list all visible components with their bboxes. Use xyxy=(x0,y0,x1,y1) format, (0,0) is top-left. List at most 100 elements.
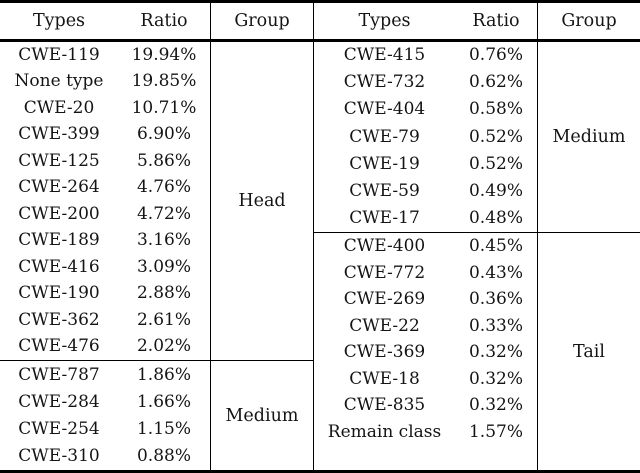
table-row: CWE-254 1.15% xyxy=(0,416,210,443)
cwe-ratio-cell: 0.62% xyxy=(468,72,523,93)
header-rule xyxy=(314,39,640,42)
table-row: CWE-404 0.58% xyxy=(314,96,537,123)
group-cell: Tail xyxy=(537,233,640,470)
cwe-ratio-cell: 0.33% xyxy=(468,315,523,336)
cwe-type-cell: CWE-18 xyxy=(349,368,420,389)
cwe-ratio-cell: 0.32% xyxy=(468,368,523,389)
table-row: None type 19.85% xyxy=(0,68,210,95)
cwe-ratio-cell: 19.85% xyxy=(131,71,197,92)
right-col-header-group: Group xyxy=(537,3,640,39)
right-col-header-types: Types xyxy=(358,11,411,31)
table-section: CWE-119 19.94% None type 19.85% CWE-20 10.71%… xyxy=(0,41,313,360)
cwe-ratio-cell: 0.36% xyxy=(468,289,523,310)
right-col-header-ratio: Ratio xyxy=(472,11,520,31)
table-row: CWE-125 5.86% xyxy=(0,148,210,175)
cwe-type-cell: CWE-787 xyxy=(18,364,100,385)
table-row: CWE-19 0.52% xyxy=(314,150,537,177)
cwe-ratio-cell: 4.72% xyxy=(136,203,191,224)
table-row: CWE-264 4.76% xyxy=(0,174,210,201)
cwe-ratio-cell: 10.71% xyxy=(131,97,197,118)
cwe-type-cell: CWE-17 xyxy=(349,208,420,228)
cwe-type-cell: CWE-19 xyxy=(349,153,420,174)
cwe-type-cell: CWE-400 xyxy=(343,236,426,257)
left-table-body: CWE-119 19.94% None type 19.85% CWE-20 10.71%… xyxy=(0,41,313,470)
cwe-type-cell: Remain class xyxy=(327,421,442,442)
cwe-type-cell: CWE-189 xyxy=(18,230,100,251)
cwe-ratio-cell: 5.86% xyxy=(136,150,191,171)
group-cell: Head xyxy=(210,41,313,360)
table-row: CWE-20 10.71% xyxy=(0,95,210,122)
group-label: Tail xyxy=(573,341,605,362)
cwe-type-cell: CWE-125 xyxy=(18,150,100,171)
cwe-type-cell: CWE-254 xyxy=(18,419,100,440)
section-rows: CWE-400 0.45% CWE-772 0.43% CWE-269 0.36% CWE-… xyxy=(314,233,537,470)
cwe-ratio-cell: 1.15% xyxy=(136,419,191,440)
header-rule xyxy=(0,39,313,42)
section-rows: CWE-415 0.76% CWE-732 0.62% CWE-404 0.58% CWE-… xyxy=(314,42,537,232)
cwe-ratio-cell: 0.32% xyxy=(468,395,523,416)
table-row: CWE-362 2.61% xyxy=(0,307,210,334)
section-rows: CWE-119 19.94% None type 19.85% CWE-20 10.71%… xyxy=(0,42,210,360)
right-header-row: Types Ratio Group xyxy=(314,3,640,39)
cwe-type-cell: CWE-732 xyxy=(343,72,426,93)
left-header-row: Types Ratio Group xyxy=(0,3,313,39)
group-label: Head xyxy=(238,190,286,211)
cwe-type-cell: CWE-310 xyxy=(18,446,100,467)
table-row: CWE-416 3.09% xyxy=(0,254,210,281)
table-row: Remain class 1.57% xyxy=(314,419,537,446)
table-section: CWE-415 0.76% CWE-732 0.62% CWE-404 0.58% CWE-… xyxy=(314,41,640,232)
cwe-ratio-cell: 0.43% xyxy=(468,262,523,283)
cwe-ratio-cell: 0.76% xyxy=(468,45,523,66)
table-right-half: Types Ratio Group CWE-415 0.76% CWE-732 0.6… xyxy=(313,3,640,470)
cwe-type-cell: CWE-284 xyxy=(18,391,100,412)
cwe-type-cell: CWE-269 xyxy=(343,289,426,310)
table-row: CWE-18 0.32% xyxy=(314,366,537,393)
table-row: CWE-476 2.02% xyxy=(0,333,210,360)
table-section: CWE-400 0.45% CWE-772 0.43% CWE-269 0.36% CWE-… xyxy=(314,233,640,470)
right-table-body: CWE-415 0.76% CWE-732 0.62% CWE-404 0.58% CWE-… xyxy=(314,41,640,470)
cwe-type-cell: CWE-119 xyxy=(18,44,100,65)
cwe-ratio-cell: 1.66% xyxy=(136,391,191,412)
table-row: CWE-369 0.32% xyxy=(314,339,537,366)
cwe-ratio-cell: 0.88% xyxy=(136,446,191,467)
cwe-ratio-cell: 0.52% xyxy=(468,126,523,147)
table-row: CWE-787 1.86% xyxy=(0,361,210,388)
cwe-ratio-cell: 3.16% xyxy=(136,230,191,251)
table-row: CWE-22 0.33% xyxy=(314,313,537,340)
table-row: CWE-190 2.88% xyxy=(0,280,210,307)
table-row: CWE-835 0.32% xyxy=(314,392,537,419)
cwe-ratio-cell: 2.61% xyxy=(136,309,191,330)
cwe-ratio-cell: 0.48% xyxy=(468,208,523,228)
cwe-ratio-cell: 2.88% xyxy=(136,283,191,304)
cwe-ratio-cell: 0.49% xyxy=(468,180,523,201)
cwe-type-cell: CWE-772 xyxy=(343,262,426,283)
table-row: CWE-415 0.76% xyxy=(314,42,537,69)
cwe-type-cell: CWE-20 xyxy=(23,97,95,118)
left-col-header-ratio: Ratio xyxy=(140,11,188,31)
table-row: CWE-200 4.72% xyxy=(0,201,210,228)
cwe-ratio-cell: 0.52% xyxy=(468,153,523,174)
left-col-header-types: Types xyxy=(32,11,86,31)
cwe-type-cell: CWE-476 xyxy=(18,336,100,357)
table-row: CWE-119 19.94% xyxy=(0,42,210,69)
cwe-type-cell: CWE-264 xyxy=(18,177,100,198)
cwe-ratio-cell: 6.90% xyxy=(136,124,191,145)
cwe-type-cell: None type xyxy=(14,71,104,92)
table-row: CWE-772 0.43% xyxy=(314,260,537,287)
section-rows: CWE-787 1.86% CWE-284 1.66% CWE-254 1.15% CWE-… xyxy=(0,361,210,470)
table-row: CWE-79 0.52% xyxy=(314,123,537,150)
table-row: CWE-17 0.48% xyxy=(314,204,537,231)
group-divider-rule xyxy=(0,359,313,362)
cwe-ratio-cell: 19.94% xyxy=(131,44,197,65)
left-col-header-group: Group xyxy=(210,3,313,39)
cwe-type-cell: CWE-59 xyxy=(349,180,420,201)
group-label: Medium xyxy=(552,126,626,147)
group-divider-rule xyxy=(314,231,640,234)
cwe-ratio-cell: 0.58% xyxy=(468,99,523,120)
cwe-type-cell: CWE-200 xyxy=(18,203,100,224)
cwe-ratio-cell: 2.02% xyxy=(136,336,191,357)
cwe-type-cell: CWE-835 xyxy=(343,395,426,416)
cwe-ratio-cell: 1.57% xyxy=(468,421,523,442)
cwe-type-cell: CWE-399 xyxy=(18,124,100,145)
table-row: CWE-400 0.45% xyxy=(314,233,537,260)
